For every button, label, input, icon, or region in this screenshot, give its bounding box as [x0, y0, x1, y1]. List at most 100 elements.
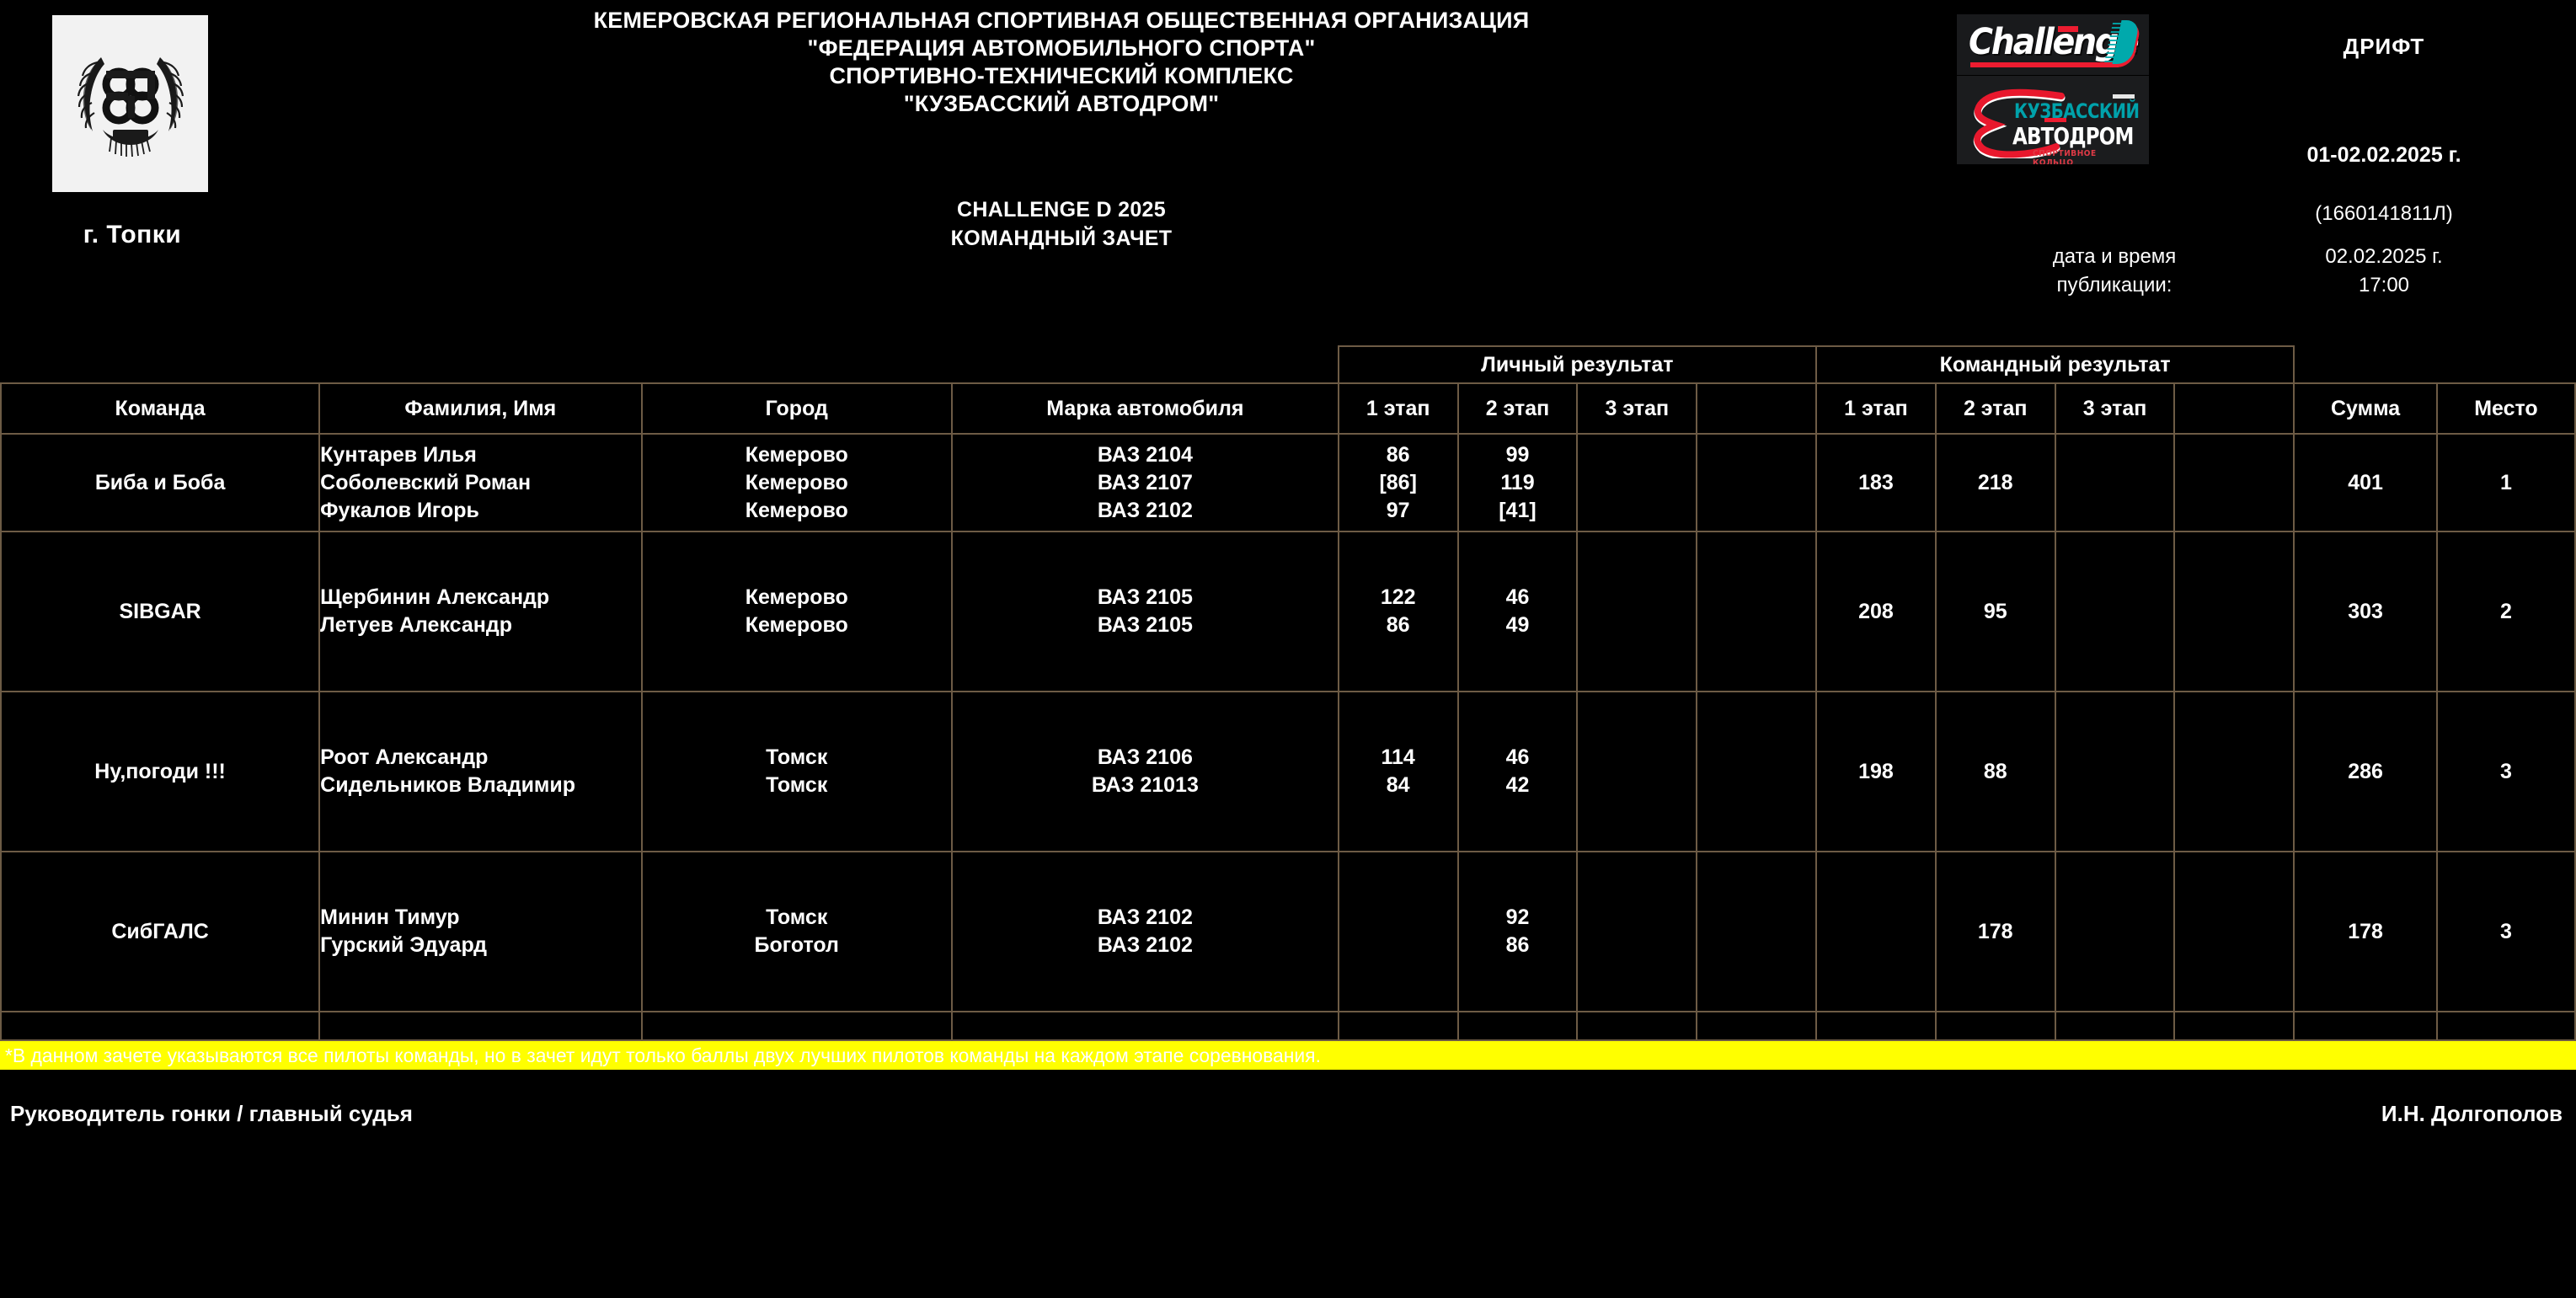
cell-personal-stage-2: 46 42 — [1456, 691, 1579, 852]
event-classification: КОМАНДНЫЙ ЗАЧЕТ — [950, 227, 1173, 250]
group-header-spacer-right — [2294, 346, 2575, 383]
column-header-row: Команда Фамилия, Имя Город Марка автомоб… — [0, 382, 2576, 435]
kuzbass-autodrom-logo: КУЗБАССКИЙ АВТОДРОМ СПОРТИВНОЕ КОЛЬЦО — [1957, 76, 2149, 164]
publication-time: 17:00 — [2358, 274, 2410, 296]
publication-label-line-2: публикации: — [2056, 274, 2172, 296]
cell-personal-blank — [1696, 531, 1818, 692]
organization-line-4: "КУЗБАССКИЙ АВТОДРОМ" — [903, 91, 1220, 116]
cell-cars: ВАЗ 2102 ВАЗ 2102 — [950, 851, 1339, 1012]
sponsor-logos: Challenge КУЗБАССКИЙ АВТОДРОМ СПОРТ — [1957, 14, 2149, 164]
group-header-row: Личный результат Командный результат — [1, 345, 2575, 384]
cell-team-blank — [2173, 691, 2295, 852]
cell-sum: 303 — [2293, 531, 2438, 692]
license-number: (1660141811Л) — [2315, 202, 2453, 225]
race-track-loop-icon — [1973, 88, 2066, 158]
col-header-sum: Сумма — [2293, 382, 2438, 435]
organization-line-1: КЕМЕРОВСКАЯ РЕГИОНАЛЬНАЯ СПОРТИВНАЯ ОБЩЕ… — [593, 8, 1530, 33]
cell-team-stage-1: 208 — [1815, 531, 1937, 692]
cell-team-stage-3 — [2054, 851, 2176, 1012]
cell-personal-blank — [1696, 433, 1818, 532]
cell-pilot-names: Щербинин Александр Летуев Александр — [318, 531, 643, 692]
signature-name: И.Н. Долгополов — [2381, 1101, 2563, 1126]
cell-cities: Томск Боготол — [640, 851, 953, 1012]
col-header-team: Команда — [0, 382, 321, 435]
results-table-container: Личный результат Командный результат Ком… — [0, 345, 2576, 1041]
event-date: 01-02.02.2025 г. — [2306, 143, 2461, 167]
cell-place: 3 — [2435, 691, 2576, 852]
cell-sum: 401 — [2293, 433, 2438, 532]
cell-cities: Томск Томск — [640, 691, 953, 852]
cell-personal-stage-1: 122 86 — [1337, 531, 1459, 692]
signature-row: Руководитель гонки / главный судья И.Н. … — [0, 1070, 2576, 1132]
cell-empty — [2173, 1011, 2295, 1041]
table-row: Ну,погоди !!! Роот Александр Сидельников В… — [0, 691, 2576, 852]
cell-team: Биба и Боба — [0, 433, 321, 532]
col-header-personal-blank — [1696, 382, 1818, 435]
table-row: СибГАЛС Минин Тимур Гурский Эдуард Томск Бог… — [0, 851, 2576, 1012]
cell-team-stage-3 — [2054, 433, 2176, 532]
cell-empty — [1337, 1011, 1459, 1041]
col-header-car-model: Марка автомобиля — [950, 382, 1339, 435]
cell-team-stage-2: 218 — [1934, 433, 2056, 532]
cell-empty — [2293, 1011, 2438, 1041]
cell-empty — [318, 1011, 643, 1041]
cell-empty — [1456, 1011, 1579, 1041]
cell-personal-stage-2: 92 86 — [1456, 851, 1579, 1012]
document-header: г. Топки КЕМЕРОВСКАЯ РЕГИОНАЛЬНАЯ СПОРТИ… — [0, 0, 2576, 345]
footnote-text: *В данном зачете указываются все пилоты … — [4, 1044, 1321, 1066]
table-filler-row — [0, 1011, 2576, 1041]
cell-cars: ВАЗ 2105 ВАЗ 2105 — [950, 531, 1339, 692]
discipline-label: ДРИФТ — [2343, 34, 2425, 59]
cell-empty — [640, 1011, 953, 1041]
cell-personal-stage-2: 99 119 [41] — [1456, 433, 1579, 532]
cell-empty — [2054, 1011, 2176, 1041]
kuzbass-line-2: АВТОДРОМ — [2012, 122, 2134, 150]
cell-personal-stage-1: 114 84 — [1337, 691, 1459, 852]
kuzbass-red-dash — [2044, 118, 2066, 122]
kuzbass-tagline: СПОРТИВНОЕ КОЛЬЦО — [2033, 149, 2097, 164]
cell-place: 2 — [2435, 531, 2576, 692]
cell-pilot-names: Кунтарев Илья Соболевский Роман Фукалов Иг… — [318, 433, 643, 532]
organization-line-3: СПОРТИВНО-ТЕХНИЧЕСКИЙ КОМПЛЕКС — [829, 63, 1294, 88]
cell-cars: ВАЗ 2104 ВАЗ 2107 ВАЗ 2102 — [950, 433, 1339, 532]
cell-empty — [1815, 1011, 1937, 1041]
table-head: Личный результат Командный результат Ком… — [0, 345, 2576, 435]
cell-team-stage-1: 183 — [1815, 433, 1937, 532]
cell-pilot-names: Минин Тимур Гурский Эдуард — [318, 851, 643, 1012]
challenge-red-dash — [2058, 26, 2078, 32]
cell-personal-stage-2: 46 49 — [1456, 531, 1579, 692]
cell-team-blank — [2173, 433, 2295, 532]
table-body: Биба и Боба Кунтарев Илья Соболевский Рома… — [0, 433, 2576, 1041]
cell-empty — [0, 1011, 321, 1041]
col-header-personal-stage-3: 3 этап — [1576, 382, 1698, 435]
cell-team: SIBGAR — [0, 531, 321, 692]
publication-date: 02.02.2025 г. — [2325, 245, 2443, 268]
laurel-wreath-faf-emblem — [52, 15, 208, 192]
cell-pilot-names: Роот Александр Сидельников Владимир — [318, 691, 643, 852]
group-header-team: Командный результат — [1815, 345, 2295, 384]
event-name: CHALLENGE D 2025 — [957, 198, 1166, 222]
col-header-team-blank — [2173, 382, 2295, 435]
organization-title: КЕМЕРОВСКАЯ РЕГИОНАЛЬНАЯ СПОРТИВНАЯ ОБЩЕ… — [472, 7, 1651, 118]
cell-personal-blank — [1696, 691, 1818, 852]
cell-personal-stage-1: 86 [86] 97 — [1337, 433, 1459, 532]
col-header-pilot-name: Фамилия, Имя — [318, 382, 643, 435]
event-title: CHALLENGE D 2025 КОМАНДНЫЙ ЗАЧЕТ — [472, 195, 1651, 253]
cell-personal-stage-3 — [1576, 851, 1698, 1012]
cell-place: 3 — [2435, 851, 2576, 1012]
city-label: г. Топки — [83, 221, 182, 248]
col-header-team-stage-1: 1 этап — [1815, 382, 1937, 435]
cell-team-stage-2: 95 — [1934, 531, 2056, 692]
cell-team-blank — [2173, 851, 2295, 1012]
cell-empty — [1696, 1011, 1818, 1041]
cell-empty — [2435, 1011, 2576, 1041]
cell-place: 1 — [2435, 433, 2576, 532]
col-header-personal-stage-1: 1 этап — [1337, 382, 1459, 435]
cell-cities: Кемерово Кемерово Кемерово — [640, 433, 953, 532]
cell-team-stage-3 — [2054, 691, 2176, 852]
table-row: Биба и Боба Кунтарев Илья Соболевский Рома… — [0, 433, 2576, 532]
signature-role: Руководитель гонки / главный судья — [10, 1101, 413, 1126]
kuzbass-white-dash — [2113, 94, 2135, 99]
cell-empty — [950, 1011, 1339, 1041]
